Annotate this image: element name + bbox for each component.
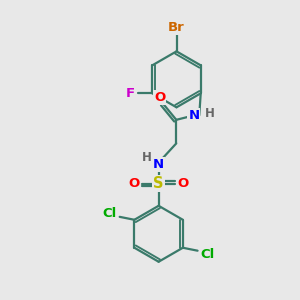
- Text: O: O: [178, 177, 189, 190]
- Text: Br: Br: [168, 21, 185, 34]
- Text: O: O: [154, 91, 165, 103]
- Text: Cl: Cl: [201, 248, 215, 261]
- Text: O: O: [128, 177, 140, 190]
- Text: N: N: [153, 158, 164, 171]
- Text: S: S: [153, 176, 164, 191]
- Text: H: H: [142, 151, 152, 164]
- Text: H: H: [205, 107, 214, 120]
- Text: Cl: Cl: [102, 207, 116, 220]
- Text: F: F: [126, 87, 135, 100]
- Text: N: N: [188, 109, 200, 122]
